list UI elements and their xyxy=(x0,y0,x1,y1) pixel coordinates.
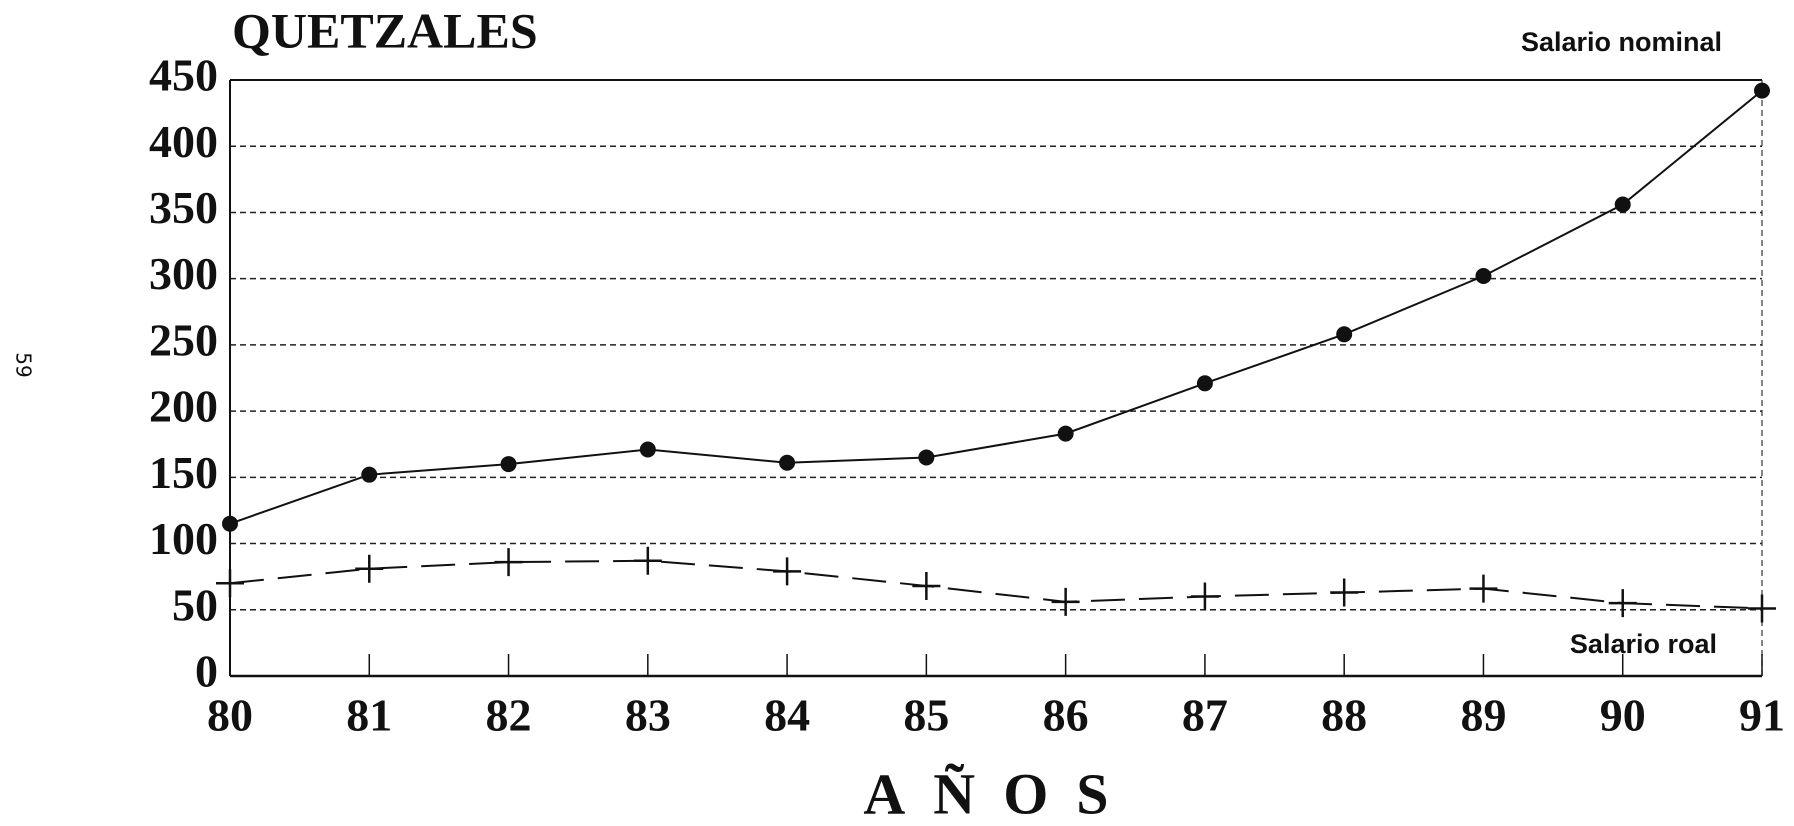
data-point xyxy=(1051,587,1080,616)
data-point xyxy=(773,557,802,586)
data-point xyxy=(355,554,384,583)
y-tick-label: 250 xyxy=(149,314,218,365)
data-point xyxy=(633,546,662,575)
series-line xyxy=(229,89,1763,525)
data-point xyxy=(361,466,378,483)
data-point xyxy=(1614,196,1631,213)
y-tick-label: 100 xyxy=(149,513,218,564)
series-label: Salario roal xyxy=(1570,629,1717,659)
y-tick-label: 300 xyxy=(149,248,218,299)
y-tick-label: 350 xyxy=(149,182,218,233)
x-tick-label: 91 xyxy=(1739,690,1785,741)
x-axis-label: AÑOS xyxy=(863,761,1136,826)
data-point xyxy=(1748,594,1776,623)
data-point xyxy=(1469,574,1498,603)
data-point xyxy=(494,548,523,577)
data-point xyxy=(1190,582,1219,611)
y-tick-label: 0 xyxy=(195,646,218,697)
data-point xyxy=(639,441,656,458)
x-tick-label: 84 xyxy=(764,690,810,741)
data-point xyxy=(216,569,244,598)
data-point xyxy=(1336,326,1353,343)
x-tick-label: 81 xyxy=(346,690,392,741)
series-line xyxy=(229,559,1763,610)
data-point xyxy=(500,456,517,473)
y-tick-label: 200 xyxy=(149,381,218,432)
y-tick-label: 50 xyxy=(172,579,218,630)
data-point xyxy=(222,515,238,532)
x-tick-label: 89 xyxy=(1460,690,1506,741)
data-point xyxy=(1330,578,1359,607)
data-point xyxy=(1475,268,1492,285)
x-tick-label: 80 xyxy=(207,690,253,741)
x-tick-label: 82 xyxy=(486,690,532,741)
data-point xyxy=(779,454,796,471)
data-point xyxy=(1196,375,1213,392)
x-tick-label: 87 xyxy=(1182,690,1228,741)
x-tick-label: 86 xyxy=(1043,690,1089,741)
series-label: Salario nominal xyxy=(1521,27,1722,57)
y-axis-label: QUETZALES xyxy=(232,2,538,58)
data-point xyxy=(1057,425,1074,442)
y-tick-label: 150 xyxy=(149,447,218,498)
y-tick-label: 450 xyxy=(149,50,218,101)
x-tick-label: 83 xyxy=(625,690,671,741)
page-number: 59 xyxy=(12,352,36,377)
x-tick-label: 85 xyxy=(903,690,949,741)
x-tick-label: 90 xyxy=(1600,690,1646,741)
data-point xyxy=(1608,589,1637,618)
data-point xyxy=(1754,82,1770,99)
y-tick-label: 400 xyxy=(149,116,218,167)
x-tick-label: 88 xyxy=(1321,690,1367,741)
data-point xyxy=(918,449,935,466)
data-point xyxy=(912,571,941,600)
